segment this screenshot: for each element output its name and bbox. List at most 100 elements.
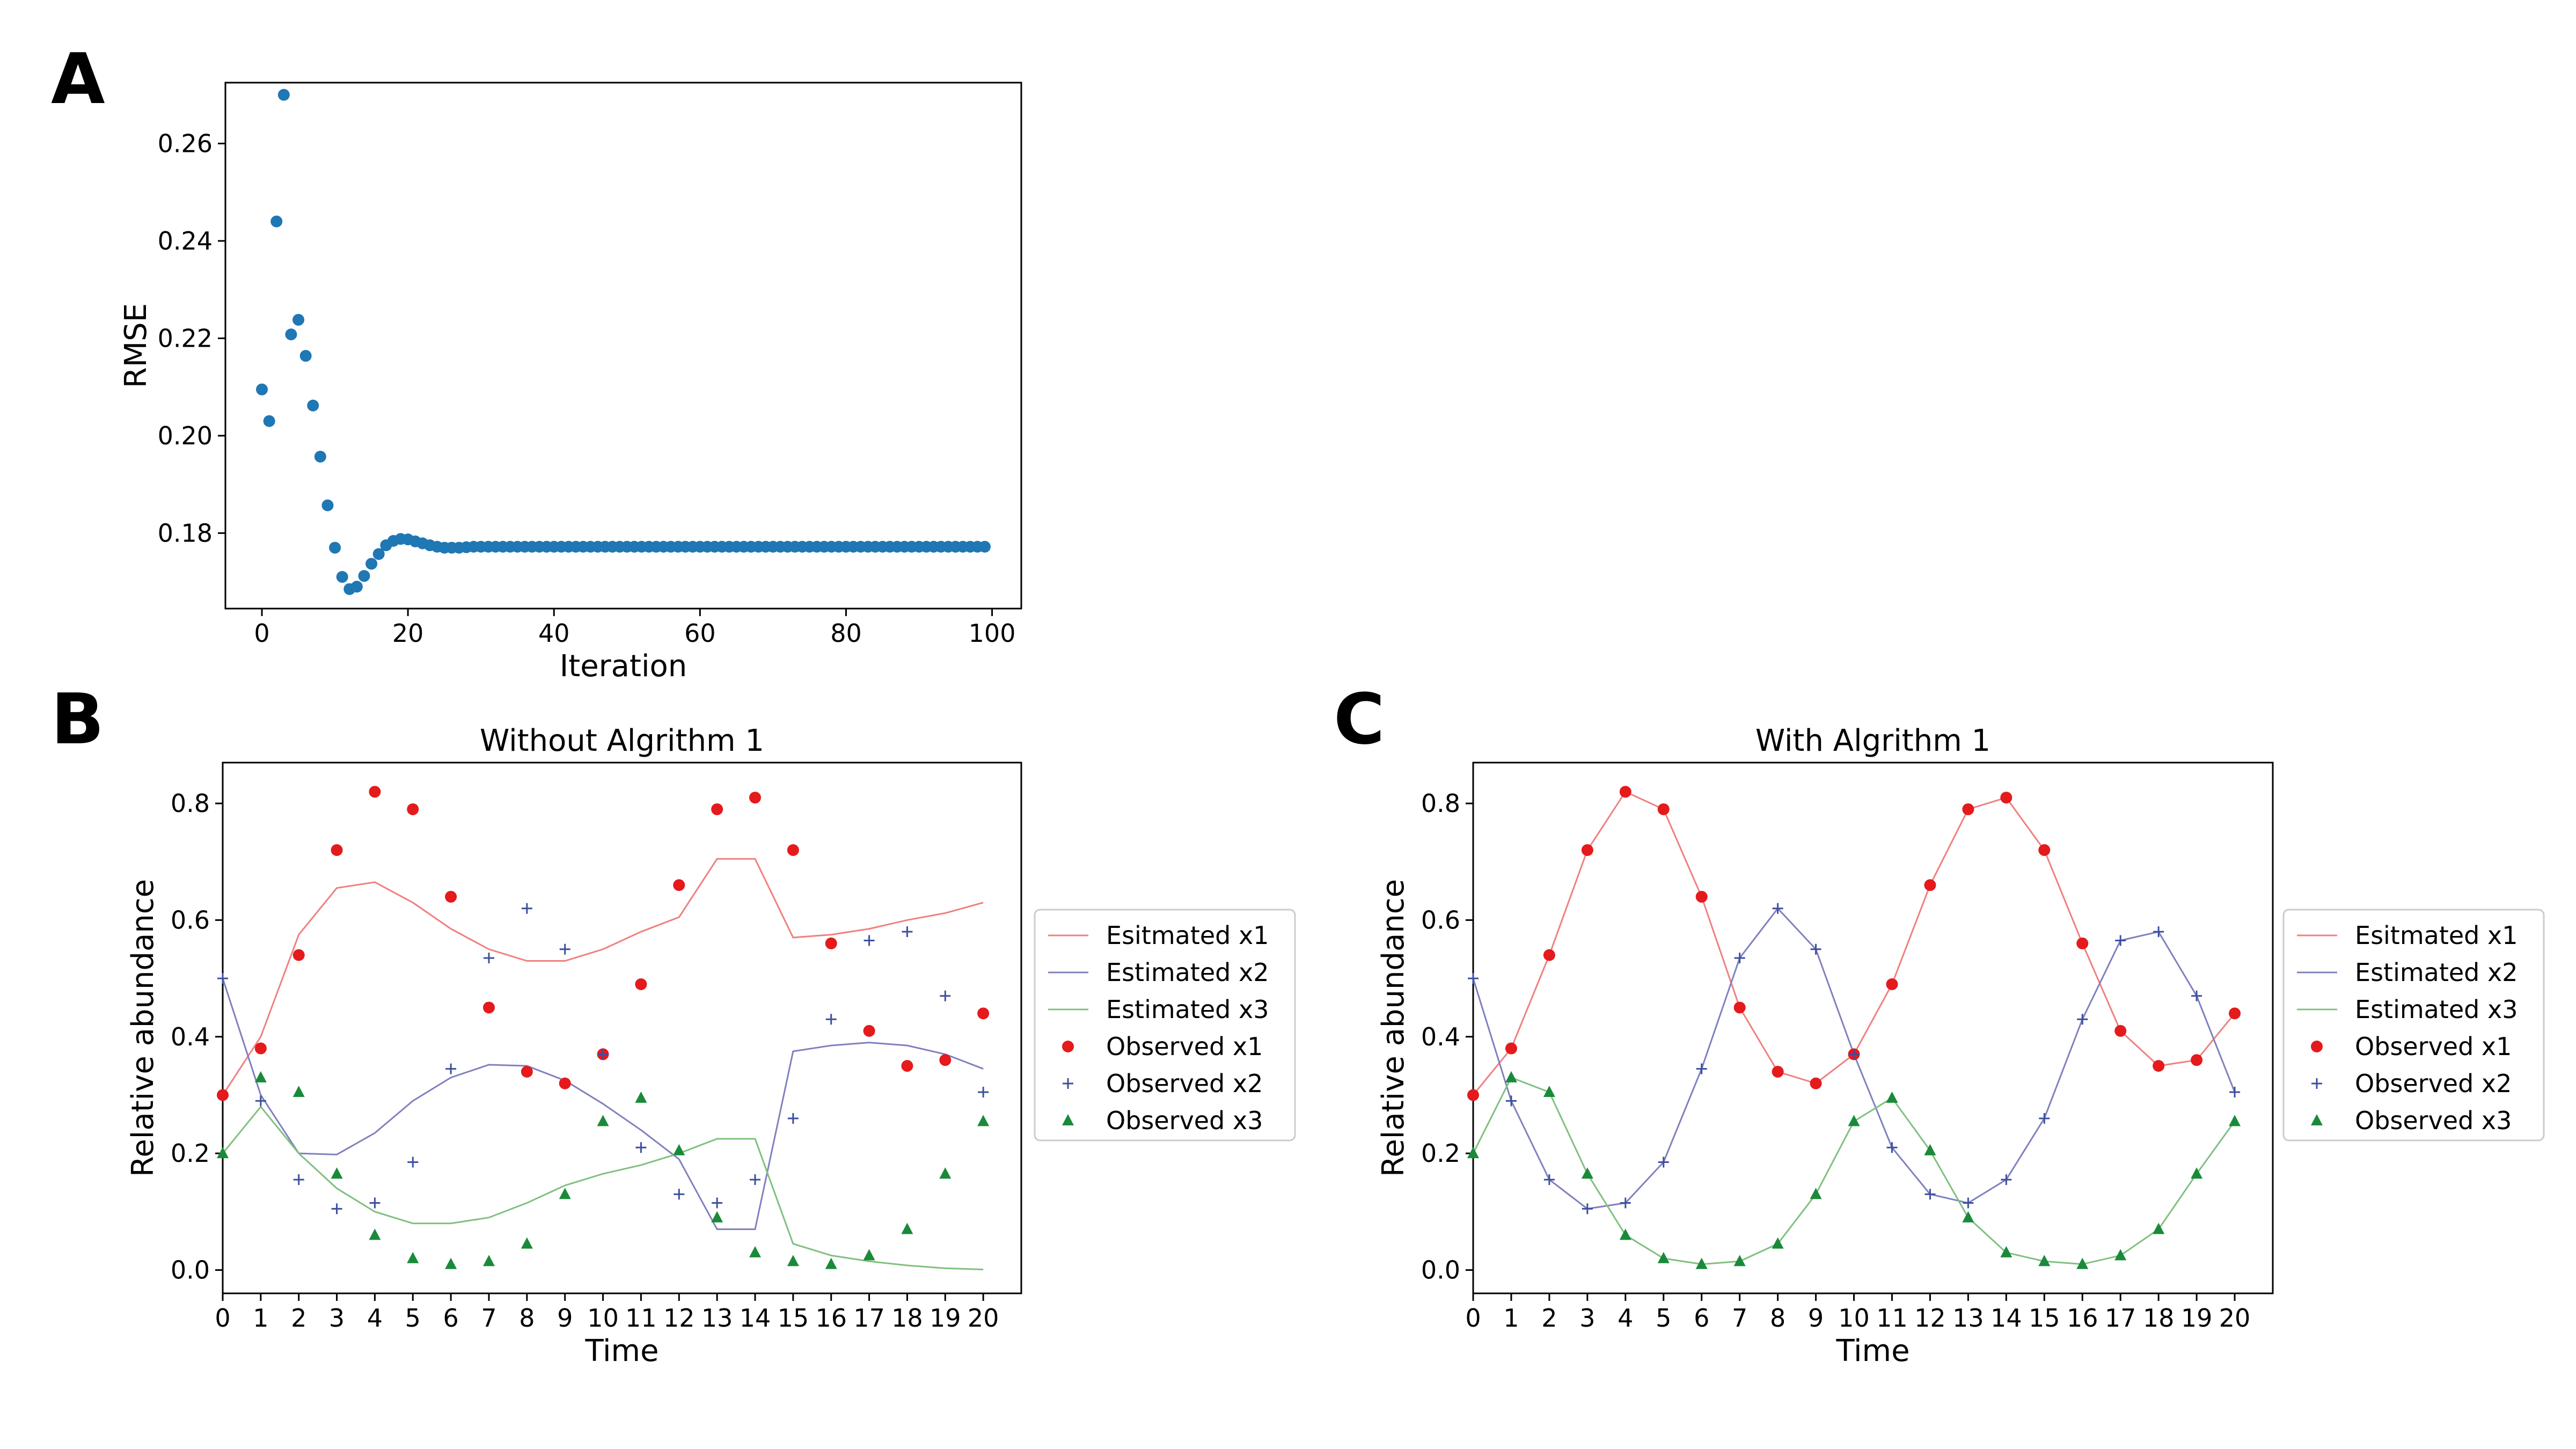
- data-point: [825, 1014, 837, 1025]
- data-point: [673, 1144, 685, 1155]
- x-tick-label: 15: [778, 1304, 809, 1333]
- data-point: [1810, 1188, 1822, 1199]
- data-point: [749, 1246, 761, 1257]
- x-tick-label: 14: [1990, 1304, 2022, 1333]
- data-point: [1619, 786, 1631, 798]
- legend-swatch: [1062, 1114, 1074, 1125]
- data-point: [521, 1237, 533, 1249]
- data-point: [263, 415, 275, 427]
- x-tick-label: 0: [254, 619, 269, 648]
- panel-letter-a: A: [51, 38, 105, 120]
- data-point: [2114, 1024, 2127, 1037]
- y-tick-label: 0.8: [171, 789, 210, 818]
- data-point: [277, 89, 290, 101]
- x-tick-label: 7: [481, 1304, 496, 1333]
- data-point: [1543, 1086, 1555, 1097]
- legend-label: Estimated x3: [2355, 995, 2518, 1024]
- data-point: [863, 1249, 875, 1261]
- data-point: [978, 540, 991, 553]
- data-point: [1924, 1189, 1936, 1200]
- x-tick-label: 18: [2143, 1304, 2175, 1333]
- data-point: [1848, 1115, 1860, 1126]
- data-point: [292, 313, 305, 326]
- data-point: [358, 570, 370, 582]
- x-tick-label: 8: [1770, 1304, 1785, 1333]
- data-point: [2038, 1255, 2051, 1267]
- data-point: [331, 844, 343, 857]
- data-point: [1733, 1001, 1746, 1014]
- x-tick-label: 9: [1808, 1304, 1824, 1333]
- data-point: [270, 215, 283, 228]
- y-axis-label: RMSE: [119, 303, 153, 388]
- data-point: [939, 1167, 952, 1179]
- data-point: [329, 541, 341, 554]
- data-point: [2039, 1113, 2050, 1124]
- x-tick-label: 11: [1876, 1304, 1908, 1333]
- y-tick-label: 0.0: [171, 1256, 210, 1285]
- legend-swatch: [1062, 1041, 1074, 1052]
- data-point: [407, 1157, 419, 1168]
- data-point: [635, 978, 647, 990]
- data-point: [674, 1189, 685, 1200]
- x-tick-label: 7: [1732, 1304, 1747, 1333]
- data-point: [254, 1071, 267, 1082]
- data-point: [902, 926, 913, 938]
- legend-label: Observed x3: [2355, 1106, 2512, 1135]
- data-point: [1810, 943, 1821, 955]
- data-point: [2229, 1007, 2241, 1020]
- legend-label: Observed x1: [2355, 1032, 2512, 1061]
- data-point: [2001, 1174, 2012, 1185]
- data-point: [2000, 1246, 2012, 1257]
- x-tick-label: 100: [969, 619, 1016, 648]
- series-line: [222, 858, 984, 1096]
- data-point: [1657, 803, 1670, 815]
- legend-label: Observed x3: [1106, 1106, 1263, 1135]
- data-point: [2076, 937, 2089, 949]
- data-point: [1581, 844, 1593, 857]
- data-point: [559, 943, 570, 955]
- x-tick-label: 5: [1656, 1304, 1671, 1333]
- data-point: [2115, 935, 2126, 946]
- data-point: [787, 844, 799, 857]
- chart-title: With Algrithm 1: [1755, 723, 1990, 758]
- data-point: [1734, 953, 1745, 964]
- data-point: [1581, 1167, 1593, 1179]
- y-axis-label: Relative abundance: [1376, 879, 1411, 1177]
- data-point: [901, 1223, 913, 1234]
- data-point: [1963, 1197, 1974, 1209]
- data-point: [1468, 973, 1479, 984]
- x-tick-label: 13: [701, 1304, 733, 1333]
- data-point: [597, 1115, 609, 1126]
- data-point: [977, 1007, 990, 1020]
- data-point: [1658, 1157, 1669, 1168]
- chart-title: Without Algrithm 1: [480, 723, 764, 758]
- x-tick-label: 17: [2105, 1304, 2136, 1333]
- data-point: [635, 1091, 647, 1103]
- legend-swatch: [2311, 1114, 2323, 1125]
- x-tick-label: 3: [329, 1304, 345, 1333]
- data-point: [307, 399, 319, 412]
- x-tick-label: 0: [1465, 1304, 1481, 1333]
- y-tick-label: 0.4: [1421, 1022, 1460, 1051]
- data-point: [445, 1063, 457, 1074]
- data-point: [978, 1087, 989, 1098]
- legend-box: [2282, 909, 2545, 1141]
- data-point: [2191, 990, 2202, 1001]
- data-point: [2000, 792, 2012, 804]
- data-point: [712, 1197, 723, 1209]
- panel-letter-b: B: [51, 678, 104, 760]
- x-axis-label: Iteration: [560, 649, 687, 684]
- data-point: [1543, 1174, 1555, 1185]
- legend-label: Observed x2: [2355, 1069, 2512, 1098]
- series-line: [222, 1105, 984, 1270]
- data-point: [292, 1086, 305, 1097]
- data-point: [256, 383, 268, 396]
- x-tick-label: 12: [663, 1304, 695, 1333]
- y-tick-label: 0.2: [171, 1139, 210, 1168]
- data-point: [749, 792, 761, 804]
- data-point: [1505, 1095, 1517, 1107]
- y-tick-label: 0.0: [1421, 1256, 1460, 1285]
- legend-label: Esitmated x1: [2355, 921, 2518, 950]
- legend-box: [1034, 909, 1296, 1141]
- data-point: [1886, 1091, 1898, 1103]
